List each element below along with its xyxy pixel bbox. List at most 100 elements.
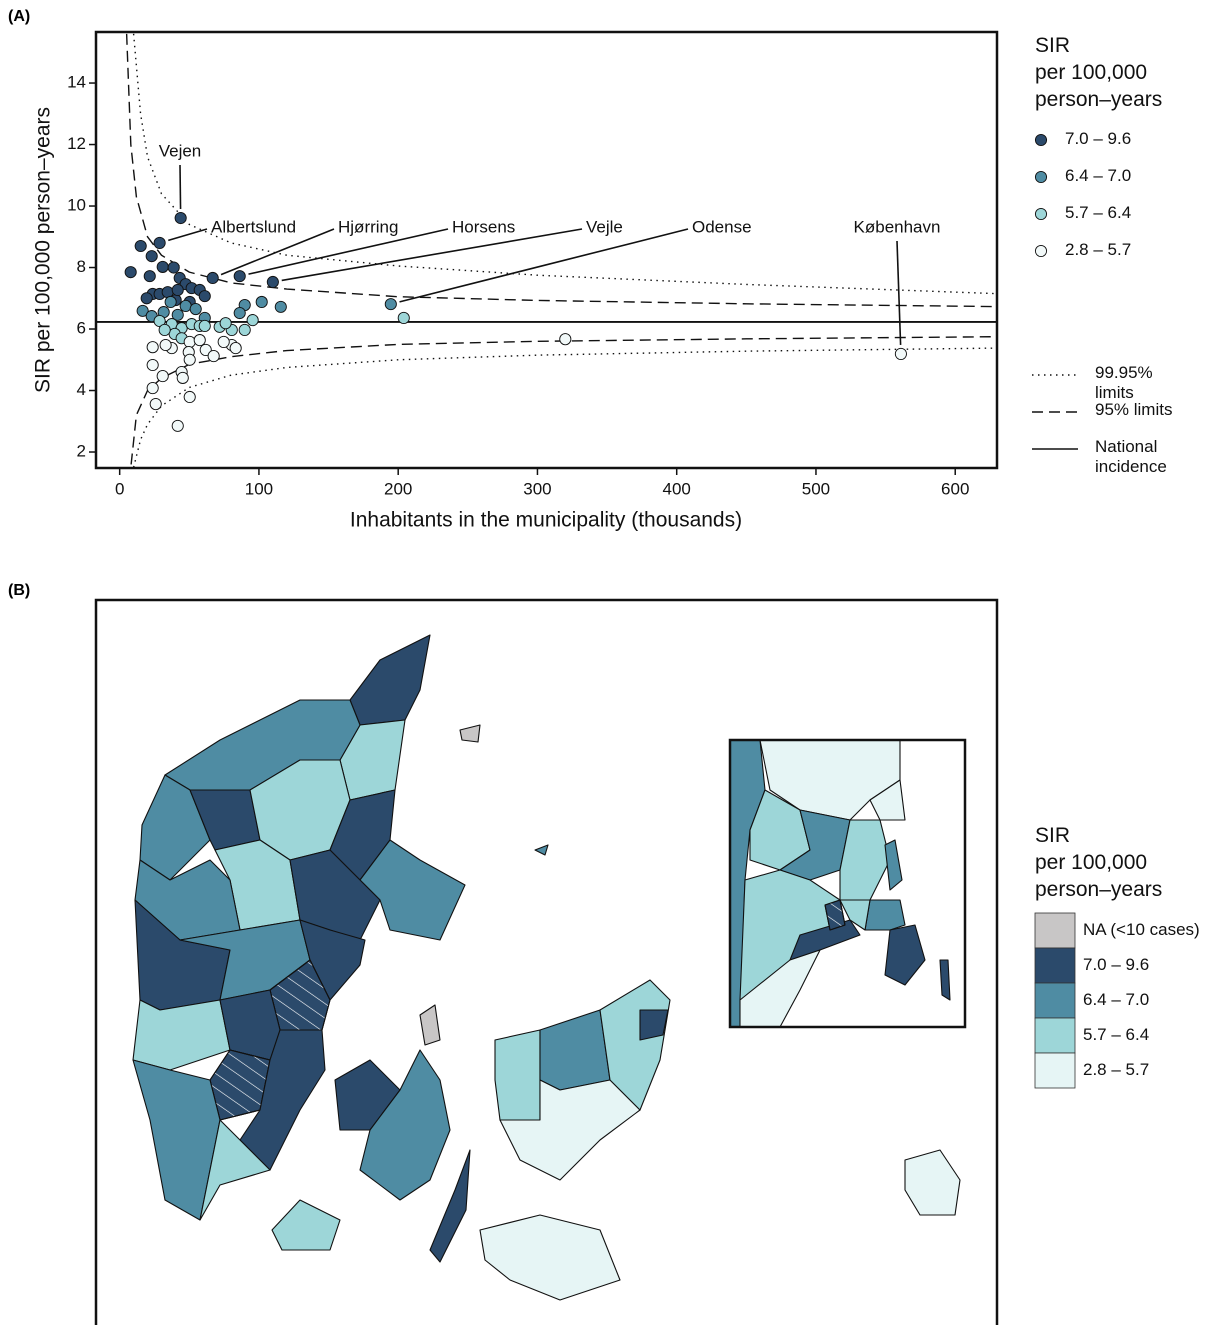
annotation-leader bbox=[248, 228, 449, 275]
inset-frame bbox=[728, 738, 967, 1029]
scatter-plot: 0 100 200 300 400 500 600 2 4 6 8 10 12 14 Vejen Albert… bbox=[67, 30, 999, 498]
data-point bbox=[274, 300, 287, 313]
annotation: Vejle bbox=[586, 217, 623, 236]
data-point bbox=[146, 341, 159, 354]
region bbox=[939, 959, 951, 1001]
region bbox=[419, 1004, 441, 1046]
map bbox=[94, 598, 999, 1325]
data-point bbox=[255, 295, 268, 309]
region bbox=[271, 1199, 341, 1251]
annotations: Vejen Albertslund Hjørring Horsens Vejle Oden… bbox=[159, 141, 940, 345]
annotation-leader bbox=[168, 228, 208, 242]
region bbox=[359, 1049, 451, 1201]
legend-label: 6.4 – 7.0 bbox=[1083, 990, 1150, 1009]
legend-swatch bbox=[1034, 170, 1048, 184]
legend-title: SIR bbox=[1035, 824, 1071, 847]
region bbox=[499, 1079, 641, 1181]
data-point bbox=[397, 311, 410, 325]
data-point bbox=[158, 323, 171, 336]
legend-swatch bbox=[1034, 1017, 1076, 1054]
x-tick-label: 300 bbox=[523, 479, 551, 498]
x-tick-label: 100 bbox=[245, 479, 273, 498]
legend-label: 7.0 – 9.6 bbox=[1065, 129, 1132, 148]
x-tick-label: 0 bbox=[115, 479, 124, 498]
legend-title: per 100,000 bbox=[1035, 61, 1148, 84]
plot-frame bbox=[94, 30, 999, 470]
region bbox=[359, 839, 466, 941]
data-point bbox=[189, 302, 202, 316]
data-point bbox=[198, 290, 211, 303]
data-point bbox=[183, 353, 196, 366]
region bbox=[864, 899, 906, 931]
legend-title: person–years bbox=[1035, 88, 1163, 111]
data-point bbox=[219, 317, 232, 330]
annotation: Hjørring bbox=[338, 217, 398, 236]
annotation-leader bbox=[281, 228, 583, 282]
legend-swatch bbox=[1034, 133, 1048, 147]
region bbox=[132, 999, 231, 1071]
data-point bbox=[149, 397, 162, 411]
legend-title: per 100,000 bbox=[1035, 851, 1148, 874]
legend-label: National incidence bbox=[1095, 437, 1167, 476]
y-tick-label: 6 bbox=[77, 319, 86, 338]
y-axis-label: SIR per 100,000 person–years bbox=[32, 107, 55, 393]
y-tick-label: 8 bbox=[77, 257, 86, 276]
data-point bbox=[171, 308, 184, 321]
data-point bbox=[171, 283, 184, 297]
data-point bbox=[143, 270, 156, 283]
x-tick-label: 600 bbox=[941, 479, 969, 498]
legend-label: 99.95% limits bbox=[1095, 363, 1153, 402]
data-point bbox=[171, 419, 184, 432]
data-point bbox=[207, 350, 220, 363]
annotation-leader bbox=[399, 228, 689, 303]
region bbox=[494, 1029, 541, 1121]
region bbox=[349, 634, 431, 726]
legend-label: 2.8 – 5.7 bbox=[1083, 1060, 1150, 1079]
region bbox=[839, 819, 891, 901]
data-point bbox=[156, 370, 169, 383]
data-point bbox=[159, 338, 172, 352]
y-tick-label: 14 bbox=[67, 73, 86, 92]
legend-swatch bbox=[1034, 982, 1076, 1019]
x-tick-label: 400 bbox=[663, 479, 691, 498]
data-point bbox=[894, 347, 907, 360]
legend-swatch bbox=[1034, 1052, 1076, 1089]
panel-label: (A) bbox=[8, 8, 31, 25]
data-point bbox=[164, 295, 177, 309]
data-point bbox=[238, 323, 251, 336]
x-axis-label: Inhabitants in the municipality (thousan… bbox=[350, 509, 742, 532]
data-point bbox=[266, 275, 279, 289]
data-point bbox=[167, 261, 180, 274]
data-point bbox=[193, 334, 206, 347]
data-point bbox=[145, 250, 158, 263]
data-point bbox=[206, 271, 219, 285]
limit-line bbox=[132, 33, 997, 295]
data-point bbox=[199, 343, 212, 356]
data-point bbox=[156, 260, 169, 273]
legend-swatch bbox=[1034, 947, 1076, 984]
x-tick-label: 200 bbox=[384, 479, 412, 498]
annotation-leader bbox=[179, 164, 182, 210]
region bbox=[869, 779, 906, 821]
y-tick-label: 4 bbox=[77, 380, 86, 399]
limit-line bbox=[125, 33, 997, 308]
legend-title: person–years bbox=[1035, 878, 1163, 901]
map-frame bbox=[94, 598, 999, 1325]
data-point bbox=[229, 342, 242, 355]
region bbox=[639, 1009, 669, 1041]
data-point bbox=[146, 382, 159, 395]
data-point bbox=[246, 314, 259, 327]
region bbox=[759, 739, 901, 821]
data-point bbox=[136, 304, 149, 317]
data-point bbox=[183, 335, 196, 348]
data-point bbox=[198, 319, 211, 332]
limit-line bbox=[130, 336, 997, 468]
data-point bbox=[233, 270, 246, 283]
region bbox=[459, 724, 481, 743]
annotation-leader bbox=[220, 228, 335, 276]
data-point bbox=[134, 239, 147, 253]
region bbox=[884, 924, 926, 986]
data-point bbox=[174, 211, 187, 225]
